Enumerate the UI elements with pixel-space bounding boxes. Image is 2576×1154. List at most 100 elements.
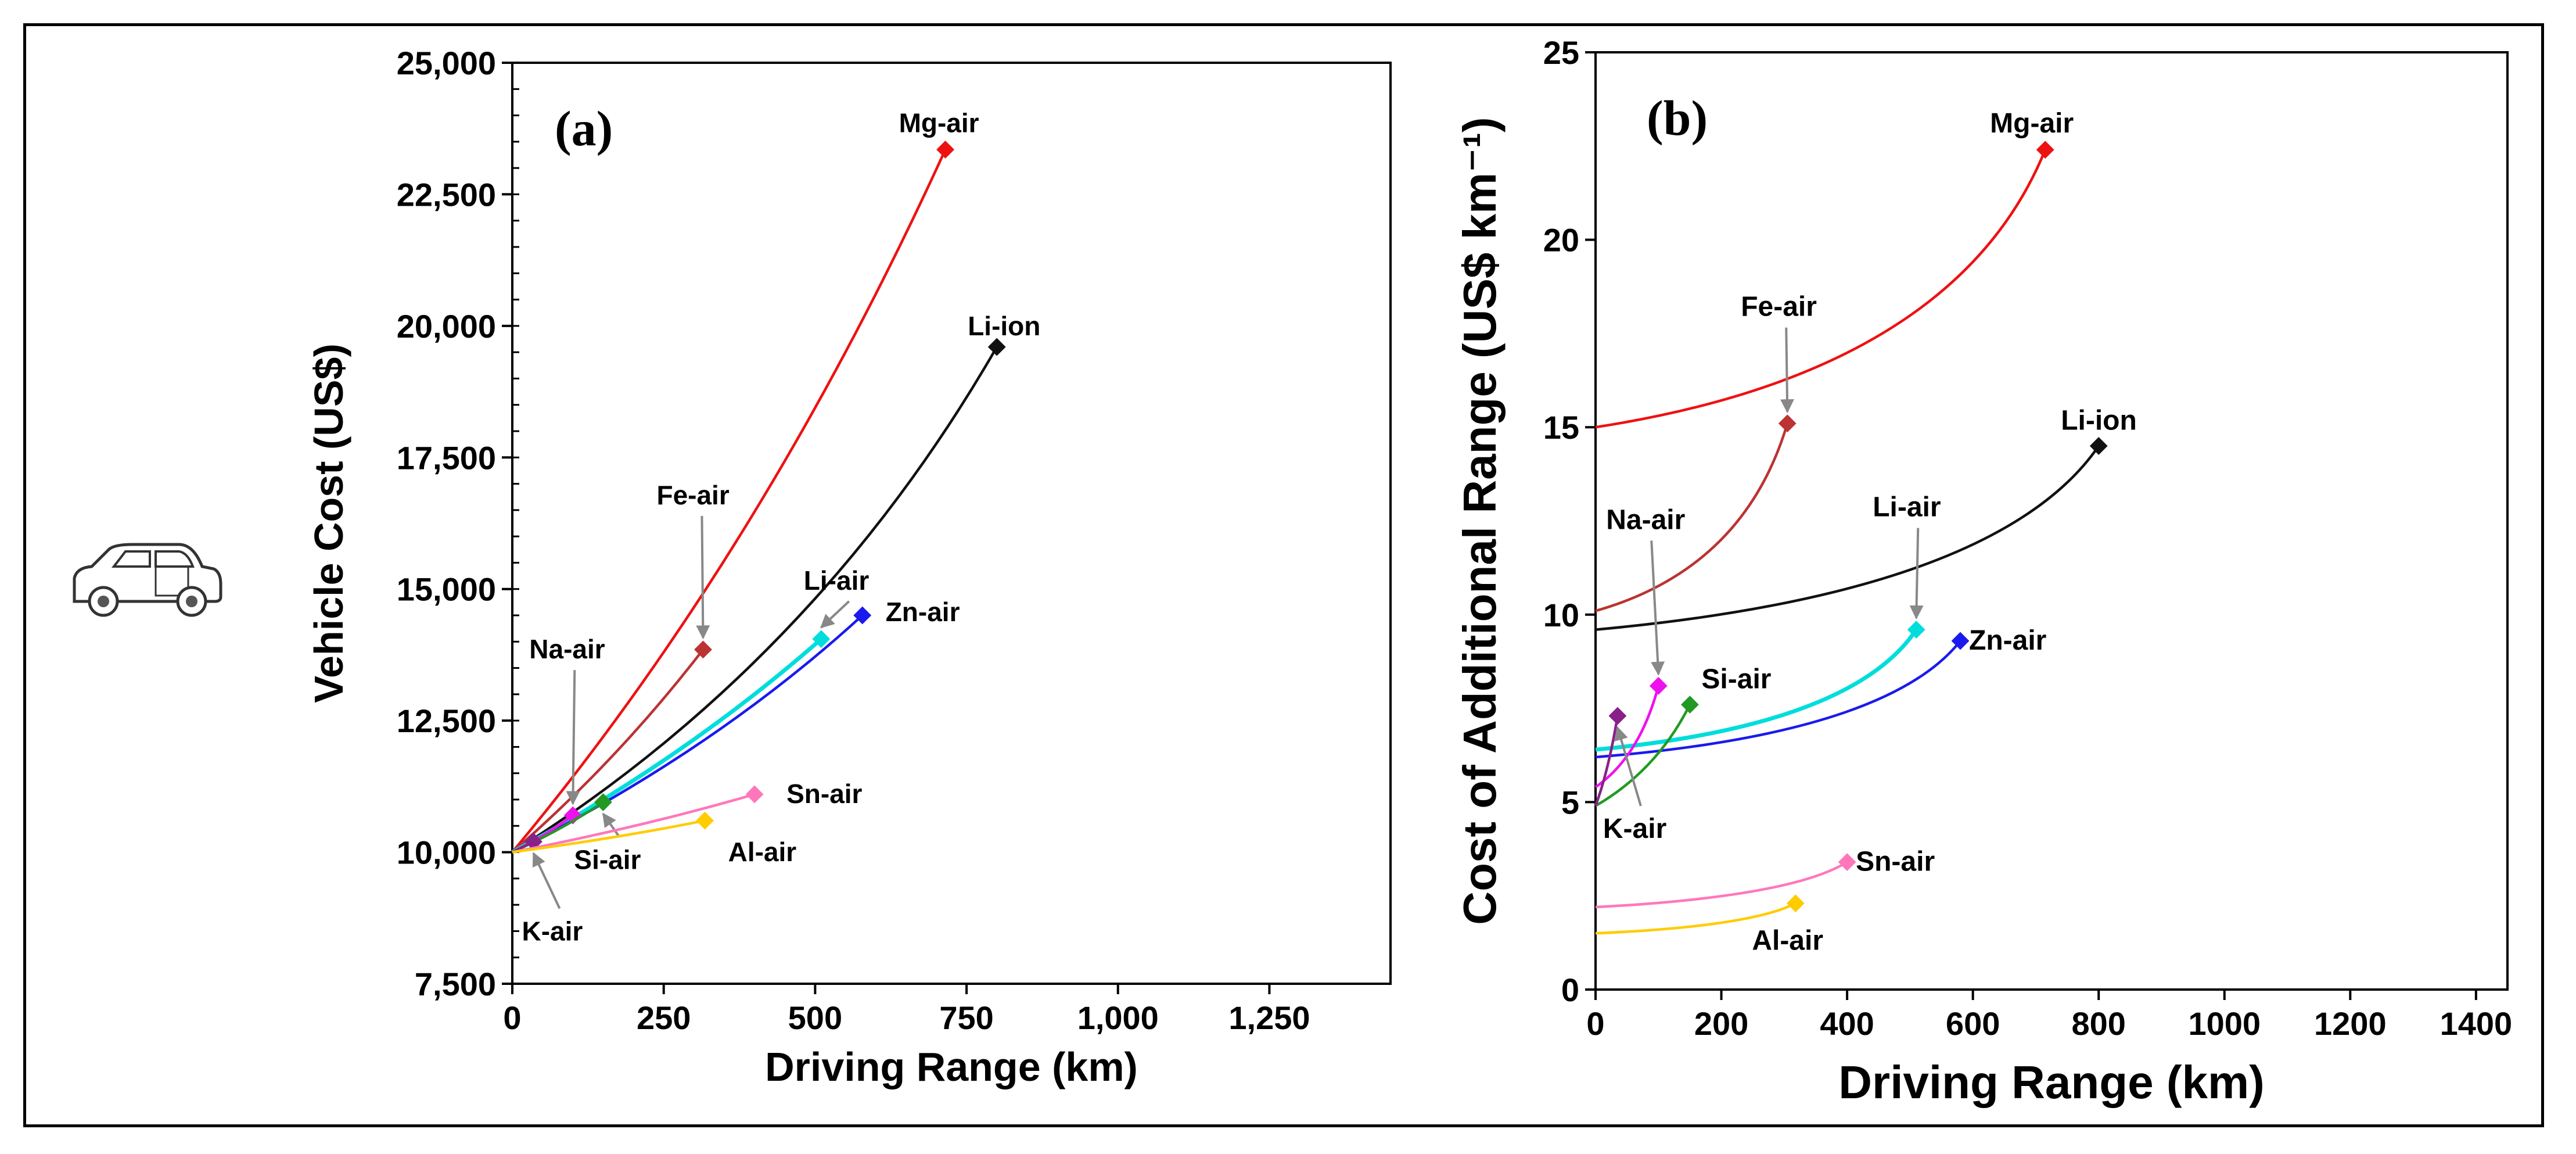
marker-mg-air (2036, 141, 2054, 159)
y-axis-title: Cost of Additional Range (US$ km⁻¹) (1454, 117, 1506, 924)
series-label-al-air: Al-air (728, 837, 797, 867)
series-line-li-air (511, 637, 823, 854)
arrow-li-air (1909, 528, 1924, 620)
series-line-li-ion (1595, 445, 2100, 631)
y-tick-label: 20 (1543, 222, 1579, 259)
marker-li-air (1907, 621, 1925, 639)
marker-li-air (812, 630, 831, 648)
x-tick-label: 1000 (2188, 1005, 2261, 1042)
x-tick-label: 400 (1820, 1005, 1874, 1042)
x-tick-label: 600 (1946, 1005, 2000, 1042)
arrow-k-air (1614, 726, 1642, 807)
marker-fe-air (694, 640, 712, 659)
y-tick-label: 15 (1543, 409, 1579, 446)
series-line-sn-air (1595, 861, 1848, 909)
x-tick-label: 250 (637, 999, 691, 1036)
series-label-li-ion: Li-ion (968, 311, 1040, 341)
arrow-fe-air (696, 515, 710, 640)
marker-sn-air (745, 785, 764, 804)
series-label-na-air: Na-air (1606, 504, 1685, 535)
series-line-si-air (1594, 704, 1691, 807)
y-tick-label: 7,500 (415, 966, 496, 1002)
arrow-na-air (566, 670, 580, 805)
x-axis-title: Driving Range (km) (1838, 1056, 2264, 1108)
x-tick-label: 500 (788, 999, 842, 1036)
y-axis-title: Vehicle Cost (US$) (306, 343, 351, 703)
chart-panel-a: 7,500 10,000 12,500 15,000 17,500 20,000 22,50… (306, 45, 1392, 1090)
marker-al-air (1786, 894, 1805, 913)
y-tick-label: 20,000 (397, 308, 496, 345)
marker-sn-air (1838, 853, 1856, 872)
marker-na-air (563, 806, 582, 825)
car-icon (73, 543, 222, 617)
y-tick-label: 22,500 (397, 176, 496, 213)
marker-al-air (696, 811, 714, 830)
arrow-li-air (820, 600, 850, 629)
series-line-mg-air (1595, 149, 2047, 429)
marker-li-ion (2089, 437, 2108, 455)
marker-k-air (1608, 707, 1627, 725)
series-label-al-air: Al-air (1752, 926, 1823, 956)
series-label-k-air: K-air (522, 916, 583, 946)
x-tick-label: 1400 (2440, 1005, 2513, 1042)
arrow-si-air (602, 812, 621, 838)
marker-li-ion (987, 338, 1006, 356)
series-line-al-air (512, 819, 706, 854)
series-label-sn-air: Sn-air (1856, 847, 1935, 877)
arrow-fe-air (1780, 327, 1794, 414)
series-line-mg-air (511, 149, 947, 854)
series-line-fe-air (1595, 423, 1789, 612)
x-tick-label: 200 (1694, 1005, 1748, 1042)
y-tick-label: 15,000 (397, 571, 496, 608)
figure-frame (23, 23, 2544, 1127)
x-tick-label: 750 (939, 999, 993, 1036)
plot-area-b (1594, 51, 2509, 991)
y-tick-label: 10,000 (397, 834, 496, 871)
panel-label: (b) (1647, 90, 1708, 146)
y-tick-label: 5 (1561, 784, 1579, 820)
series-line-sn-air (512, 793, 755, 854)
x-tick-label: 1,250 (1228, 999, 1310, 1036)
series-label-sn-air: Sn-air (786, 779, 862, 809)
plot-area-a (511, 62, 1392, 985)
marker-na-air (1649, 676, 1668, 695)
arrow-k-air (532, 852, 561, 909)
series-label-k-air: K-air (1603, 813, 1666, 844)
marker-si-air (594, 793, 612, 811)
series-label-mg-air: Mg-air (899, 107, 979, 138)
series-line-na-air (1594, 685, 1660, 789)
x-tick-label: 0 (1586, 1005, 1604, 1042)
series-label-zn-air: Zn-air (886, 597, 960, 627)
marker-fe-air (1778, 414, 1797, 433)
arrow-na-air (1650, 540, 1665, 676)
series-line-li-ion (511, 346, 998, 854)
y-tick-label: 25,000 (397, 45, 496, 81)
series-line-fe-air (511, 648, 705, 854)
series-label-li-air: Li-air (1873, 492, 1941, 523)
series-label-fe-air: Fe-air (656, 480, 729, 510)
x-tick-label: 1200 (2314, 1005, 2387, 1042)
x-tick-label: 1,000 (1077, 999, 1159, 1036)
series-label-si-air: Si-air (1701, 664, 1771, 695)
series-label-mg-air: Mg-air (1990, 108, 2074, 139)
y-tick-label: 0 (1561, 972, 1579, 1008)
series-label-na-air: Na-air (529, 634, 605, 664)
series-line-al-air (1595, 902, 1797, 935)
x-tick-label: 0 (503, 999, 521, 1036)
marker-zn-air (1951, 632, 1970, 650)
panel-label: (a) (555, 101, 613, 156)
series-label-li-air: Li-air (804, 565, 870, 596)
marker-zn-air (853, 606, 872, 625)
series-label-zn-air: Zn-air (1969, 625, 2046, 656)
y-tick-label: 25 (1543, 34, 1579, 71)
series-label-si-air: Si-air (574, 845, 641, 875)
x-axis-title: Driving Range (km) (765, 1044, 1138, 1090)
series-label-fe-air: Fe-air (1741, 292, 1817, 322)
y-tick-label: 12,500 (397, 703, 496, 739)
marker-mg-air (936, 141, 954, 159)
x-tick-label: 800 (2071, 1005, 2125, 1042)
series-line-zn-air (1595, 640, 1961, 759)
series-label-li-ion: Li-ion (2061, 405, 2137, 436)
y-tick-label: 10 (1543, 597, 1579, 633)
